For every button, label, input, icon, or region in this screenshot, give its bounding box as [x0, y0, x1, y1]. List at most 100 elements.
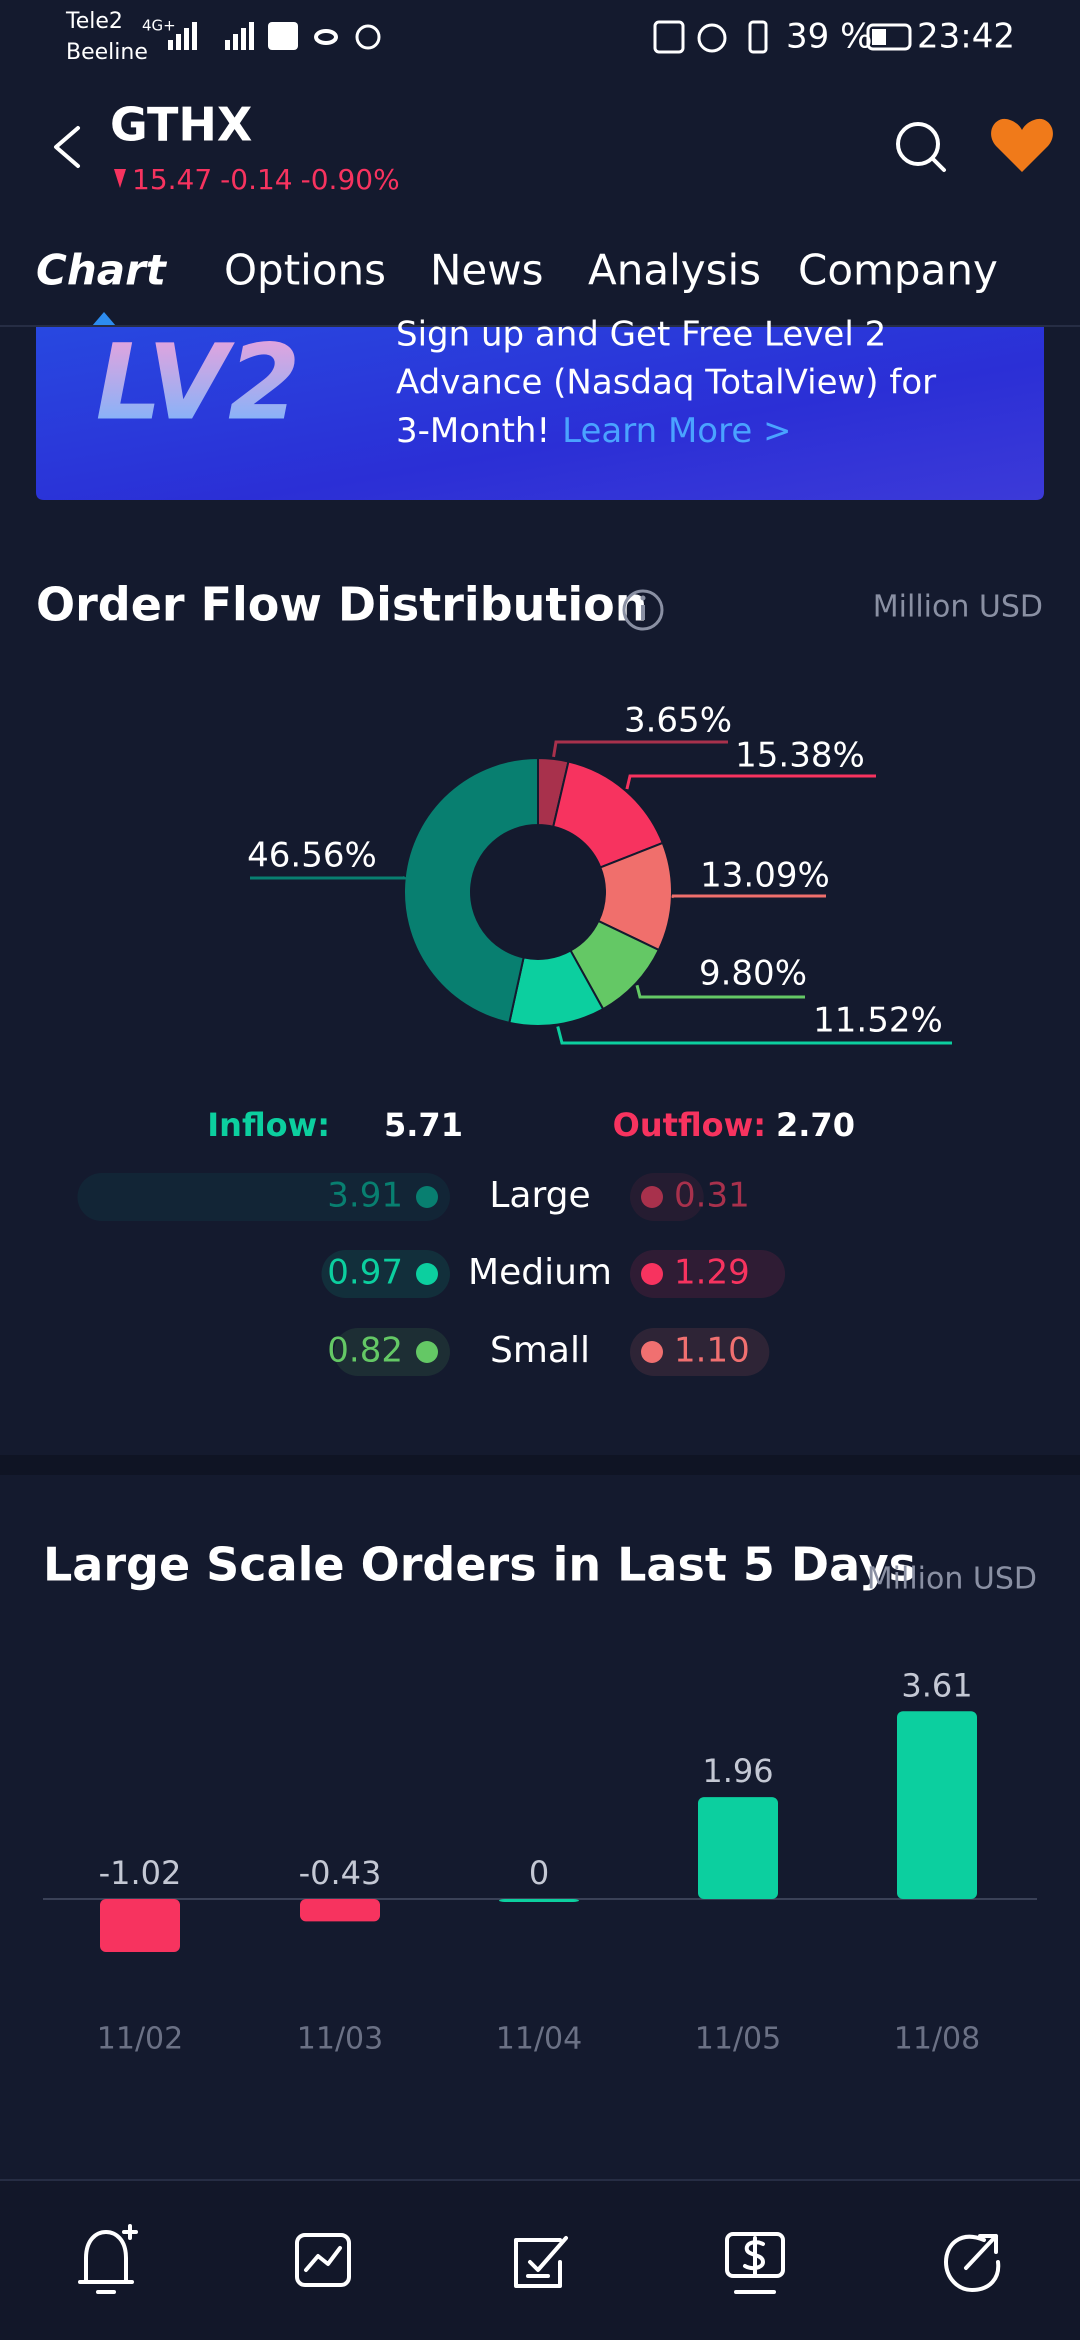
inflow-pill [77, 1173, 450, 1221]
flow-rows: Large 3.91 0.31 Medium 0.97 1.29 Small 0.82 1.10 [77, 1173, 786, 1376]
slice-label: 15.38% [735, 736, 865, 776]
tab-indicator [92, 312, 116, 326]
notes-button[interactable] [514, 2236, 568, 2288]
bar [100, 1899, 180, 1953]
price-change: -0.14 [220, 163, 292, 196]
bottom-nav [0, 2180, 1080, 2340]
symbol: GTHX [110, 98, 252, 152]
price-line: 15.47 -0.14 -0.90% [132, 163, 400, 196]
inflow-dot [416, 1341, 438, 1363]
outflow-dot [641, 1341, 663, 1363]
inflow-value: 3.91 [327, 1176, 403, 1216]
banner-text: Advance (Nasdaq TotalView) for [396, 363, 936, 403]
tab[interactable]: Analysis [588, 246, 761, 295]
outflow-value: 0.31 [674, 1176, 750, 1216]
row-name: Large [489, 1175, 590, 1216]
outflow-pill [630, 1250, 786, 1298]
system-icons [653, 20, 912, 54]
x-tick-label: 11/05 [695, 2022, 781, 2057]
outflow-pill [630, 1328, 770, 1376]
section-separator [0, 1455, 1080, 1475]
banner-text: 3-Month! [396, 411, 550, 451]
bar-value-label: -1.02 [99, 1854, 182, 1892]
slice-label: 9.80% [699, 954, 807, 994]
trade-button[interactable] [725, 2232, 785, 2294]
clock: 23:42 [917, 17, 1015, 57]
status-bar: Tele2 Beeline 4G+ 39 % 23:42 [65, 9, 1015, 65]
back-button[interactable] [54, 126, 80, 168]
leader-line [556, 1026, 952, 1045]
bar-value-label: 0 [529, 1854, 549, 1892]
inflow-total: 5.71 [384, 1106, 463, 1144]
battery-level: 39 % [786, 17, 872, 57]
donut-slice [403, 756, 539, 1025]
slice-label: 3.65% [624, 701, 732, 741]
banner-background [36, 327, 1044, 500]
outflow-dot [641, 1263, 663, 1285]
alert-button[interactable] [78, 2224, 138, 2294]
section-title: Order Flow Distribution [36, 578, 647, 632]
banner-link[interactable]: Learn More > [562, 411, 791, 451]
outflow-value: 1.10 [674, 1331, 750, 1371]
outflow-dot [641, 1186, 663, 1208]
bar [499, 1899, 579, 1902]
outflow-pill [630, 1173, 704, 1221]
x-tick-label: 11/02 [97, 2022, 183, 2057]
outflow-value: 1.29 [674, 1253, 750, 1293]
inflow-value: 0.82 [327, 1331, 403, 1371]
unit-label: Million USD [867, 1562, 1037, 1597]
bar-value-label: -0.43 [299, 1854, 382, 1892]
search-button[interactable] [896, 122, 946, 172]
tab-bar: Chart Options News Analysis Company [36, 246, 998, 295]
x-tick-label: 11/04 [496, 2022, 582, 2057]
leader-line [250, 876, 410, 880]
bar-value-label: 1.96 [702, 1752, 773, 1790]
donut-chart: 3.65%15.38% 13.09% 9.80%11.52% 46.56% [247, 701, 952, 1045]
bar [300, 1899, 380, 1922]
slice-label: 46.56% [247, 836, 377, 876]
bar [698, 1797, 778, 1899]
price: 15.47 [132, 163, 212, 196]
inflow-pill [321, 1250, 450, 1298]
row-name: Medium [468, 1252, 612, 1293]
leader-line [625, 774, 876, 790]
inflow-value: 0.97 [327, 1253, 403, 1293]
chart-button[interactable] [295, 2233, 351, 2287]
share-button[interactable] [944, 2234, 1001, 2292]
leader-line [635, 984, 805, 999]
tab[interactable]: Chart [36, 246, 168, 295]
banner-text: Sign up and Get Free Level 2 [396, 315, 886, 355]
row-name: Small [490, 1330, 590, 1371]
banner-text: 3-Month! Learn More > [396, 411, 792, 451]
down-arrow [114, 169, 126, 188]
tab[interactable]: News [430, 246, 544, 295]
x-tick-label: 11/08 [894, 2022, 980, 2057]
outflow-total: 2.70 [776, 1106, 855, 1144]
banner-badge: LV2 [96, 321, 301, 443]
inflow-pill [333, 1328, 450, 1376]
tab[interactable]: Company [798, 246, 998, 295]
leader-line [552, 740, 728, 758]
unit-label: Million USD [873, 590, 1043, 625]
bar-chart: -1.02 11/02 -0.43 11/03 0 11/04 1.96 11/05 3.61 1… [97, 1666, 980, 2056]
bar [897, 1711, 977, 1899]
signal-icon [168, 22, 381, 50]
inflow-dot [416, 1186, 438, 1208]
carrier: Tele2 [65, 9, 123, 34]
slice-label: 11.52% [813, 1001, 943, 1041]
price-change-pct: -0.90% [301, 163, 400, 196]
info-button[interactable] [622, 589, 664, 631]
slice-label: 13.09% [700, 856, 830, 896]
x-tick-label: 11/03 [297, 2022, 383, 2057]
carrier: Beeline [66, 40, 148, 65]
tab[interactable]: Options [224, 246, 386, 295]
promo-banner[interactable]: LV2 Sign up and Get Free Level 2 Advance… [36, 315, 1044, 501]
inflow-dot [416, 1263, 438, 1285]
outflow-label: Outflow: [613, 1106, 766, 1144]
leader-line [671, 894, 826, 899]
favorite-button[interactable] [991, 118, 1053, 172]
inflow-label: Inflow: [207, 1106, 330, 1144]
section-title: Large Scale Orders in Last 5 Days [43, 1538, 916, 1592]
